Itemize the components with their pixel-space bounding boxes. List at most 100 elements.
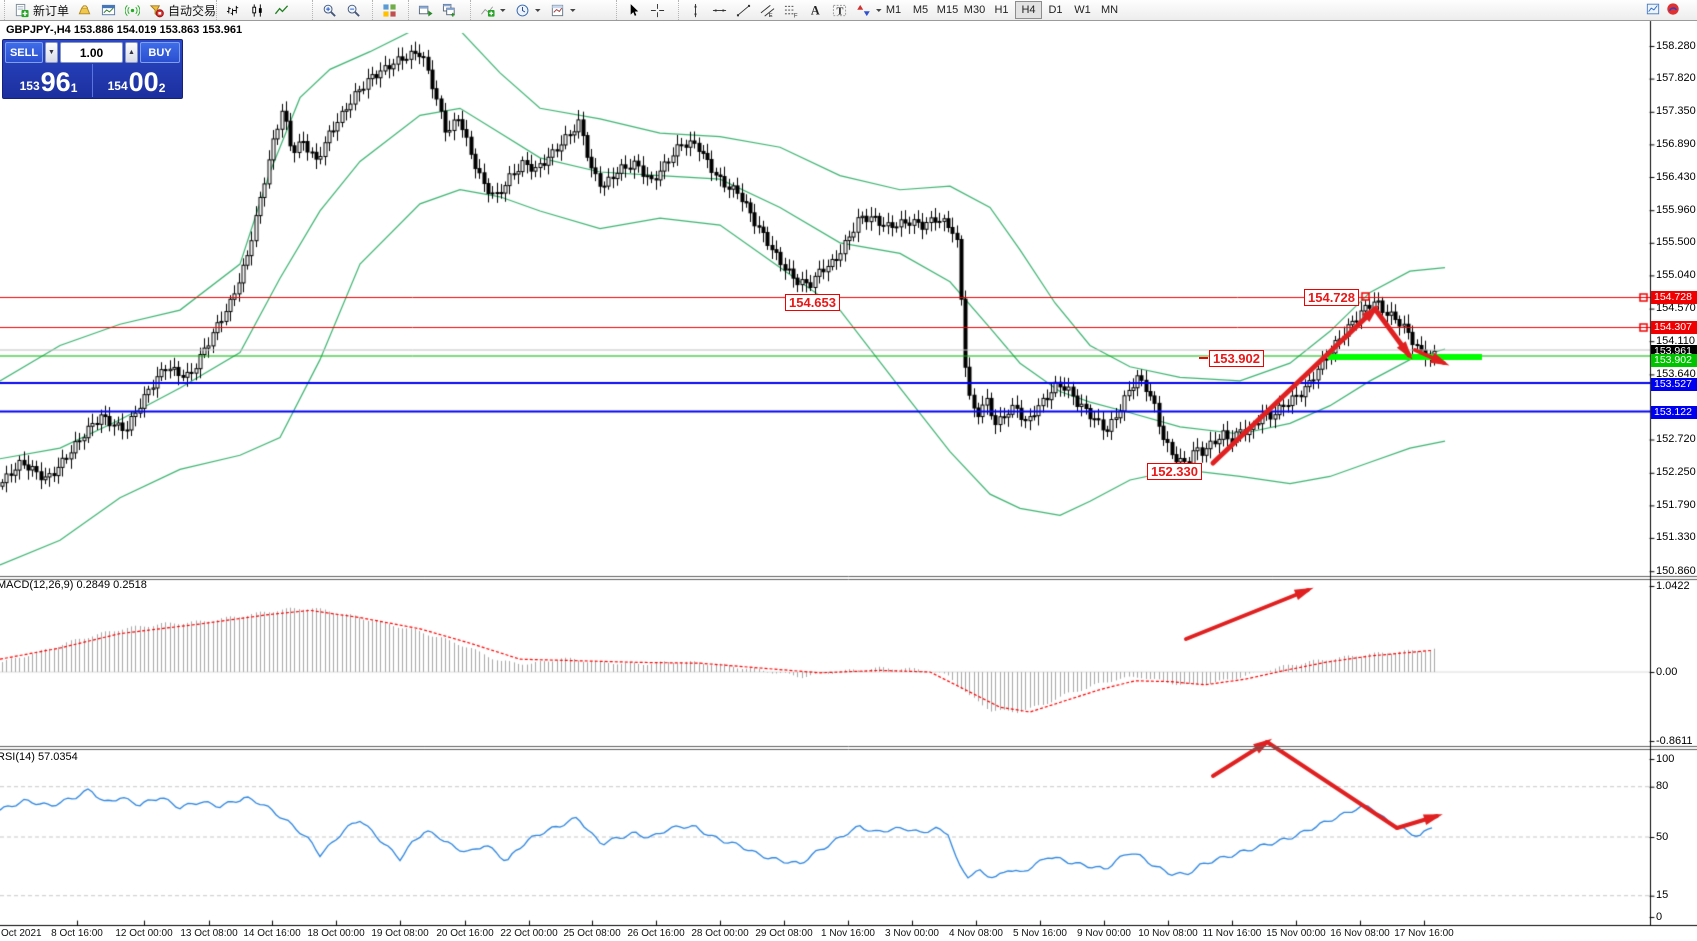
hline-icon xyxy=(711,2,728,18)
toolbar-group xyxy=(372,0,400,20)
date-label: 5 Nov 16:00 xyxy=(1013,928,1067,939)
bar-chart-button[interactable] xyxy=(223,1,244,19)
cursor-icon xyxy=(625,2,642,18)
gold-button[interactable] xyxy=(74,1,95,19)
sell-price-prefix: 153 xyxy=(19,79,40,93)
chevron-down-icon[interactable] xyxy=(875,2,883,18)
date-label: 17 Nov 16:00 xyxy=(1394,928,1454,939)
timeframe-button-m5[interactable]: M5 xyxy=(912,4,929,16)
candlestick-icon xyxy=(249,2,266,18)
toolbar-group xyxy=(216,0,292,20)
period-clock-button[interactable] xyxy=(512,1,544,19)
timeframe-button-h1[interactable]: H1 xyxy=(994,4,1009,16)
date-label: 9 Nov 00:00 xyxy=(1077,928,1131,939)
date-label: 15 Nov 00:00 xyxy=(1266,928,1326,939)
chevron-down-icon[interactable] xyxy=(534,2,542,18)
chart-window-icon xyxy=(100,2,117,18)
bar-chart-icon xyxy=(225,2,242,18)
chart-title: GBPJPY-,H4 153.886 154.019 153.863 153.9… xyxy=(6,24,243,36)
price-tick-label: 158.280 xyxy=(1656,39,1696,52)
text-button[interactable]: A xyxy=(805,1,826,19)
zoom-out-button[interactable] xyxy=(343,1,364,19)
zoom-in-button[interactable] xyxy=(319,1,340,19)
rsi-tick-label: 0 xyxy=(1656,910,1663,923)
price-tick-label: 151.790 xyxy=(1656,498,1696,511)
toolbar-corner xyxy=(1646,2,1680,21)
zoom-out-icon xyxy=(345,2,362,18)
buy-price[interactable]: 154 00 2 xyxy=(93,64,180,97)
cursor-button[interactable] xyxy=(623,1,644,19)
buy-button[interactable]: BUY xyxy=(140,42,180,63)
crosshair-button[interactable] xyxy=(647,1,668,19)
vline-button[interactable] xyxy=(685,1,706,19)
volume-decrease-button[interactable]: ▼ xyxy=(45,42,58,63)
chevron-down-icon[interactable] xyxy=(569,2,577,18)
timeframe-button-d1[interactable]: D1 xyxy=(1048,4,1063,16)
buy-price-sup: 2 xyxy=(158,81,166,95)
timeframe-button-m15[interactable]: M15 xyxy=(936,4,959,16)
sell-price[interactable]: 153 96 1 xyxy=(5,64,93,97)
trendline-button[interactable] xyxy=(733,1,754,19)
hline-button[interactable] xyxy=(709,1,730,19)
arrange-windows-button[interactable] xyxy=(415,1,436,19)
date-label: 26 Oct 16:00 xyxy=(627,928,685,939)
new-order-button[interactable]: 新订单 xyxy=(11,1,71,19)
price-tick-label: 152.250 xyxy=(1656,466,1696,479)
templates-icon xyxy=(549,2,566,18)
sell-button[interactable]: SELL xyxy=(5,42,43,63)
date-label: 25 Oct 08:00 xyxy=(563,928,621,939)
timeframe-button-m30[interactable]: M30 xyxy=(963,4,986,16)
price-tick-label: 153.640 xyxy=(1656,367,1696,380)
price-tick-label: 157.820 xyxy=(1656,72,1696,85)
logo-icon[interactable] xyxy=(1666,2,1680,21)
price-annotation-box[interactable]: 153.902 xyxy=(1209,350,1264,367)
text-label-button[interactable]: T xyxy=(829,1,850,19)
fibonacci-icon: F xyxy=(783,2,800,18)
timeframe-button-m1[interactable]: M1 xyxy=(885,4,902,16)
templates-button[interactable] xyxy=(547,1,579,19)
tile-windows-button[interactable] xyxy=(379,1,400,19)
toolbar-group xyxy=(312,0,364,20)
arrange-windows-icon xyxy=(417,2,434,18)
add-indicator-icon xyxy=(479,2,496,18)
macd-label: MACD(12,26,9) 0.2849 0.2518 xyxy=(0,579,147,591)
rsi-tick-label: 15 xyxy=(1656,889,1669,902)
price-tag: 153.902 xyxy=(1651,354,1697,367)
signal-button[interactable] xyxy=(122,1,143,19)
timeframe-button-mn[interactable]: MN xyxy=(1100,4,1119,16)
date-label: 20 Oct 16:00 xyxy=(436,928,494,939)
date-label: 29 Oct 08:00 xyxy=(755,928,813,939)
cascade-windows-button[interactable] xyxy=(439,1,460,19)
price-annotation-box[interactable]: 154.653 xyxy=(785,294,840,311)
shapes-button[interactable] xyxy=(853,1,885,19)
macd-tick-label: 0.00 xyxy=(1656,665,1678,678)
chevron-down-icon[interactable] xyxy=(499,2,507,18)
timeframe-button-h4[interactable]: H4 xyxy=(1015,1,1042,19)
price-tick-label: 155.040 xyxy=(1656,268,1696,281)
candlestick-button[interactable] xyxy=(247,1,268,19)
timeframe-button-w1[interactable]: W1 xyxy=(1074,4,1091,16)
volume-input[interactable]: 1.00 xyxy=(60,42,123,63)
fibonacci-button[interactable]: F xyxy=(781,1,802,19)
sell-price-main: 96 xyxy=(40,67,71,97)
line-chart-button[interactable] xyxy=(271,1,292,19)
text-label-icon: T xyxy=(831,2,848,18)
channel-button[interactable]: E xyxy=(757,1,778,19)
add-indicator-button[interactable] xyxy=(477,1,509,19)
chart-thumbnail-icon[interactable] xyxy=(1646,2,1660,21)
one-click-trading-panel: SELL ▼ 1.00 ▲ BUY 153 96 1 154 00 2 xyxy=(2,39,183,99)
price-annotation-box[interactable]: 152.330 xyxy=(1147,463,1202,480)
date-label: 22 Oct 00:00 xyxy=(500,928,558,939)
date-label: Oct 2021 xyxy=(1,928,42,939)
tile-windows-icon xyxy=(381,2,398,18)
price-annotation-box[interactable]: 154.728 xyxy=(1304,289,1359,306)
timeframe-bar: M1 M5 M15 M30 H1 H4 D1 W1 MN xyxy=(880,1,1123,19)
trendline-icon xyxy=(735,2,752,18)
volume-increase-button[interactable]: ▲ xyxy=(125,42,138,63)
chart-window-button[interactable] xyxy=(98,1,119,19)
date-label: 16 Nov 08:00 xyxy=(1330,928,1390,939)
auto-trading-button[interactable]: 自动交易 xyxy=(146,1,218,19)
